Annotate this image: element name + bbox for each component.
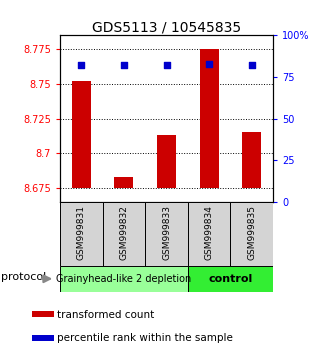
Text: control: control <box>208 274 252 284</box>
Bar <box>32 335 54 341</box>
Bar <box>60 266 188 292</box>
Bar <box>114 177 134 188</box>
Text: protocol: protocol <box>1 273 46 282</box>
Bar <box>32 311 54 317</box>
Title: GDS5113 / 10545835: GDS5113 / 10545835 <box>92 20 241 34</box>
Text: GSM999831: GSM999831 <box>77 205 86 260</box>
Bar <box>188 202 230 266</box>
Bar <box>230 202 273 266</box>
Bar <box>145 202 188 266</box>
Point <box>206 61 212 67</box>
Text: GSM999832: GSM999832 <box>119 205 129 260</box>
Bar <box>157 135 176 188</box>
Point <box>249 63 254 68</box>
Bar <box>199 49 219 188</box>
Text: GSM999834: GSM999834 <box>204 205 214 260</box>
Text: GSM999833: GSM999833 <box>162 205 171 260</box>
Bar <box>72 81 91 188</box>
Bar <box>188 266 273 292</box>
Bar <box>242 132 261 188</box>
Point <box>164 63 169 68</box>
Point <box>121 63 127 68</box>
Text: transformed count: transformed count <box>57 310 155 320</box>
Text: Grainyhead-like 2 depletion: Grainyhead-like 2 depletion <box>56 274 191 284</box>
Bar <box>60 202 103 266</box>
Text: GSM999835: GSM999835 <box>247 205 256 260</box>
Text: percentile rank within the sample: percentile rank within the sample <box>57 333 233 343</box>
Point <box>79 63 84 68</box>
Bar <box>103 202 145 266</box>
